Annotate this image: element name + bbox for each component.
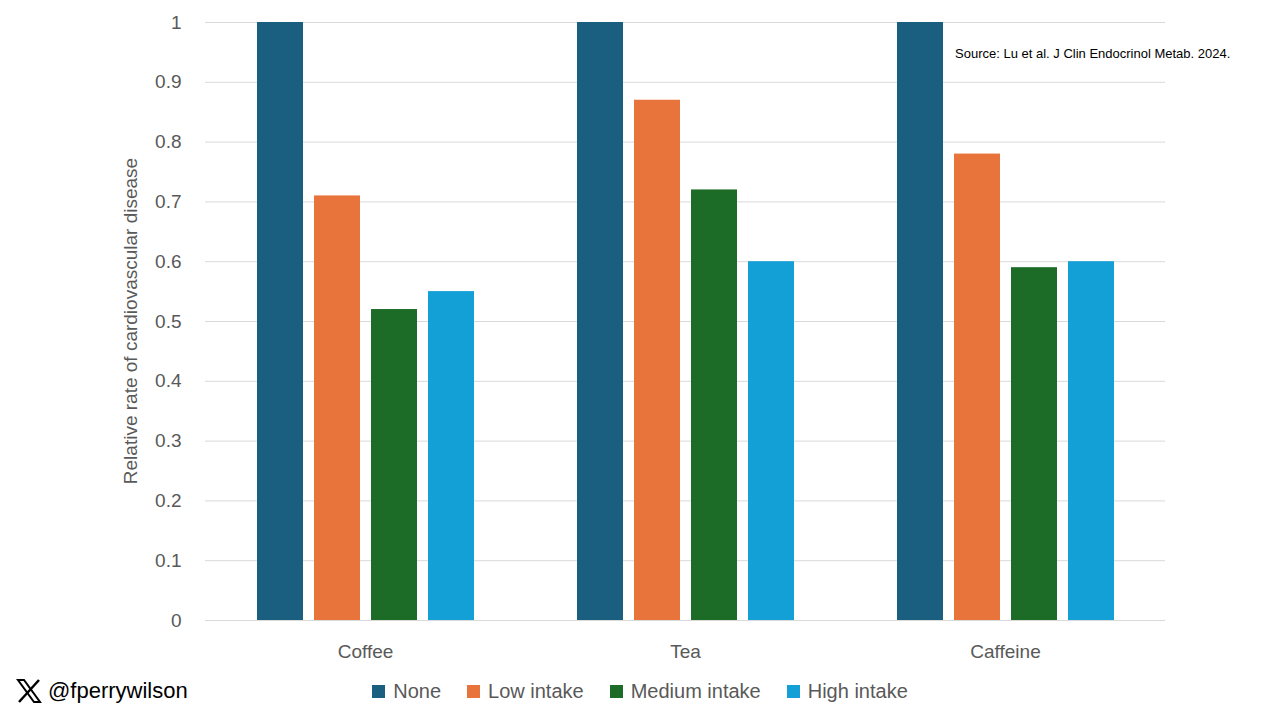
html-text:@fperrywilson: @fperrywilson [48, 678, 188, 703]
svg-text:0.4: 0.4 [155, 370, 182, 391]
html-text:Low intake: Low intake [488, 680, 584, 702]
html-text:None: None [393, 680, 441, 702]
svg-text:Tea: Tea [670, 641, 701, 662]
svg-text:0.3: 0.3 [155, 430, 181, 451]
svg-text:0.6: 0.6 [155, 251, 181, 272]
svg-text:0.5: 0.5 [155, 311, 181, 332]
svg-text:0.9: 0.9 [155, 71, 181, 92]
html-text:Medium intake: Medium intake [630, 680, 761, 702]
svg-text:Relative rate of cardiovascula: Relative rate of cardiovascular disease [120, 158, 141, 484]
svg-text:1: 1 [171, 12, 182, 33]
html-text:Source: Lu et al. J Clin Endoc: Source: Lu et al. J Clin Endocrinol Meta… [955, 46, 1231, 61]
svg-text:0.8: 0.8 [155, 131, 181, 152]
svg-text:0.1: 0.1 [155, 550, 181, 571]
svg-text:0: 0 [171, 610, 182, 631]
svg-text:0.7: 0.7 [155, 191, 181, 212]
html-text:High intake: High intake [807, 680, 908, 702]
svg-text:Coffee: Coffee [338, 641, 394, 662]
svg-text:0.2: 0.2 [155, 490, 181, 511]
svg-text:Caffeine: Caffeine [970, 641, 1040, 662]
